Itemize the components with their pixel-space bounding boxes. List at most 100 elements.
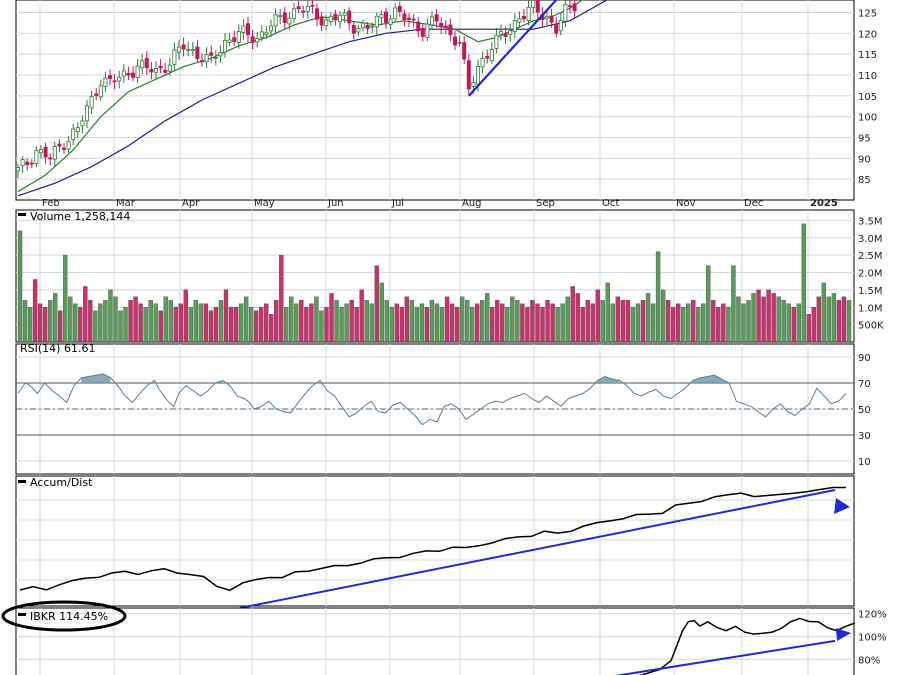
- volume-bar-107: [555, 307, 560, 343]
- volume-bar-109: [565, 296, 570, 343]
- volume-bar-136: [701, 303, 706, 343]
- volume-bar-3: [32, 279, 38, 343]
- price-candle-body-110: [522, 16, 527, 20]
- price-x-tick-2: Apr: [182, 198, 200, 209]
- price-candle-body-63: [305, 6, 310, 12]
- price-candle-body-81: [388, 18, 393, 25]
- volume-bar-6: [47, 300, 53, 343]
- volume-bar-40: [218, 300, 224, 343]
- volume-bar-32: [178, 303, 183, 343]
- price-candle-body-102: [485, 56, 490, 59]
- volume-bar-37: [203, 303, 209, 343]
- volume-bar-112: [580, 307, 585, 343]
- price-candle-body-116: [549, 15, 554, 23]
- volume-bar-120: [620, 300, 626, 343]
- volume-bar-151: [776, 296, 781, 343]
- volume-bar-35: [193, 300, 199, 343]
- price-candle-body-83: [397, 5, 402, 12]
- volume-bar-86: [449, 303, 455, 343]
- price-candle-body-54: [264, 32, 269, 35]
- price-y-tick-5: 110: [858, 71, 877, 82]
- volume-bar-127: [655, 251, 661, 343]
- volume-bar-122: [630, 307, 636, 343]
- price-candle-body-8: [52, 146, 57, 160]
- price-candle-body-87: [416, 21, 421, 32]
- price-candle-body-34: [172, 49, 177, 65]
- price-candle-body-97: [462, 42, 467, 60]
- price-candle-body-17: [94, 93, 99, 96]
- ad-trendline-arrowhead: [834, 498, 850, 514]
- volume-bar-8: [58, 310, 63, 343]
- volume-bar-46: [248, 307, 254, 343]
- price-candle-body-51: [250, 36, 255, 43]
- volume-bar-132: [681, 307, 686, 343]
- volume-bar-1: [22, 300, 28, 343]
- volume-title: Volume 1,258,144: [30, 210, 130, 223]
- volume-bar-125: [645, 293, 651, 343]
- price-candle-body-56: [273, 14, 278, 27]
- volume-bar-45: [243, 296, 249, 343]
- volume-bar-141: [726, 307, 731, 343]
- volume-bar-144: [741, 303, 746, 343]
- volume-bar-74: [389, 307, 394, 343]
- rel-trendline-arrowhead: [836, 628, 851, 641]
- volume-bar-71: [374, 265, 379, 343]
- volume-bar-110: [570, 286, 575, 343]
- volume-bar-128: [660, 289, 666, 343]
- price-x-tick-3: May: [254, 198, 275, 209]
- price-candle-body-70: [337, 14, 342, 23]
- price-trendline-line: [467, 0, 558, 97]
- rel-trendline: [615, 639, 836, 675]
- price-y-tick-7: 120: [858, 29, 877, 40]
- volume-bar-33: [183, 289, 188, 343]
- price-candle-body-66: [319, 16, 324, 26]
- relative-panel-frame: [15, 607, 855, 675]
- volume-bar-15: [93, 310, 98, 343]
- volume-bar-106: [550, 303, 555, 343]
- price-candle-body-82: [393, 7, 398, 20]
- volume-bar-155: [796, 303, 801, 343]
- price-candle-body-28: [144, 57, 149, 69]
- volume-bar-57: [304, 307, 309, 343]
- price-candle-body-5: [39, 149, 44, 154]
- volume-bar-91: [475, 303, 480, 343]
- volume-bar-118: [610, 303, 616, 343]
- accumdist-legend-swatch: [18, 480, 26, 483]
- volume-bar-139: [716, 307, 721, 343]
- volume-bar-80: [419, 303, 425, 343]
- price-candle-body-38: [190, 49, 195, 52]
- rel-y-tick-2: 100%: [858, 633, 887, 644]
- relative-title: IBKR 114.45%: [30, 610, 108, 623]
- price-candle-body-99: [471, 82, 476, 87]
- volume-bar-161: [826, 296, 832, 343]
- rsi-y-tick-2: 50: [858, 405, 871, 416]
- volume-bar-78: [409, 300, 415, 343]
- price-candle-body-112: [531, 0, 536, 8]
- price-x-axis: Feb Mar Apr May Jun Jul Aug Sep Oct Nov Dec 2025: [42, 198, 838, 209]
- price-x-tick-8: Oct: [602, 198, 619, 209]
- volume-bar-22: [128, 300, 133, 343]
- price-x-tick-11: 2025: [810, 198, 838, 209]
- price-candle-body-60: [291, 8, 296, 20]
- price-candle-body-117: [554, 23, 559, 34]
- price-y-tick-8: 125: [858, 9, 877, 20]
- volume-bar-60: [319, 310, 324, 343]
- price-candle-body-69: [333, 13, 338, 21]
- volume-bar-92: [480, 300, 485, 343]
- volume-bar-75: [394, 303, 399, 343]
- price-candle-body-19: [103, 77, 108, 87]
- volume-bar-67: [354, 307, 359, 343]
- volume-bar-69: [364, 300, 369, 343]
- accumdist-lines: [19, 486, 850, 609]
- volume-y-tick-2: 1.5M: [858, 286, 883, 297]
- rsi-overbought-fill-80: [692, 375, 730, 383]
- volume-bar-73: [384, 300, 389, 343]
- volume-bar-68: [359, 289, 364, 343]
- volume-bar-102: [530, 300, 535, 343]
- volume-bar-25: [143, 307, 148, 343]
- volume-bar-83: [434, 303, 440, 343]
- relative-y-axis: 60%80%100%120%: [858, 610, 887, 667]
- price-candle-body-59: [287, 17, 292, 25]
- volume-bar-36: [198, 303, 204, 343]
- price-y-tick-4: 105: [858, 92, 877, 103]
